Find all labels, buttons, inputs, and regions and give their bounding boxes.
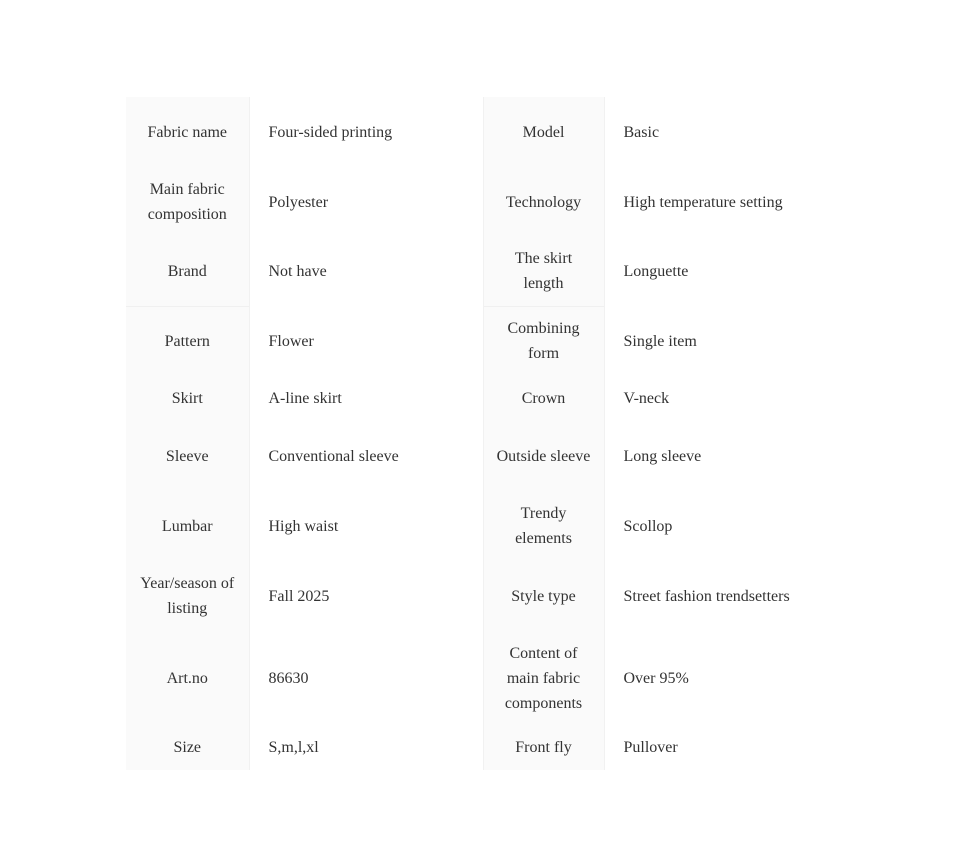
spec-label: Art.no xyxy=(126,631,250,725)
spec-value: V-neck xyxy=(623,390,670,407)
spec-label: Skirt xyxy=(126,376,250,421)
spec-label: Trendy elements xyxy=(482,491,605,561)
spec-label: Size xyxy=(126,725,250,770)
spec-value: Single item xyxy=(623,332,697,350)
spec-row: Pattern Flower Combining form Single item xyxy=(126,305,840,376)
spec-value: Scollop xyxy=(623,517,673,535)
spec-value: A-line skirt xyxy=(268,390,342,407)
spec-label: Pattern xyxy=(126,305,250,376)
spec-row: Main fabric composition Polyester Technolo… xyxy=(126,167,840,237)
spec-value: Polyester xyxy=(268,193,329,211)
spec-label: Sleeve xyxy=(126,421,250,491)
spec-value: Not have xyxy=(268,263,327,280)
spec-value: High waist xyxy=(268,517,339,535)
spec-value: Pullover xyxy=(623,739,678,756)
spec-label: Crown xyxy=(482,376,605,421)
spec-value: Long sleeve xyxy=(623,447,702,465)
spec-value: High temperature setting xyxy=(623,193,783,211)
spec-label: Technology xyxy=(482,167,605,237)
spec-value: Street fashion trendsetters xyxy=(623,587,790,605)
spec-value: Basic xyxy=(623,123,660,141)
spec-label: Style type xyxy=(482,561,605,631)
spec-row: Lumbar High waist Trendy elements Scollop xyxy=(126,491,840,561)
spec-label: Year/season of listing xyxy=(126,561,250,631)
spec-label: Front fly xyxy=(482,725,605,770)
spec-value: Flower xyxy=(268,332,314,350)
spec-row: Sleeve Conventional sleeve Outside sleeve L… xyxy=(126,421,840,491)
spec-label: Lumbar xyxy=(126,491,250,561)
spec-value: S,m,l,xl xyxy=(268,739,319,756)
spec-label: Model xyxy=(482,97,605,167)
spec-value: Longuette xyxy=(623,263,689,280)
product-spec-table: Fabric name Four-sided printing Model Basic… xyxy=(126,97,840,770)
spec-row: Fabric name Four-sided printing Model Basic xyxy=(126,97,840,167)
spec-label: Outside sleeve xyxy=(482,421,605,491)
spec-row: Size S,m,l,xl Front fly Pullover xyxy=(126,725,840,770)
spec-row: Skirt A-line skirt Crown V-neck xyxy=(126,376,840,421)
spec-value: Fall 2025 xyxy=(268,587,330,605)
spec-label: Brand xyxy=(126,237,250,306)
spec-label: Main fabric composition xyxy=(126,167,250,237)
spec-label: The skirt length xyxy=(482,237,605,306)
spec-value: 86630 xyxy=(268,669,309,687)
spec-label: Content of main fabric components xyxy=(482,631,605,725)
spec-row: Art.no 86630 Content of main fabric compon… xyxy=(126,631,840,725)
spec-label: Combining form xyxy=(482,305,605,376)
spec-row: Brand Not have The skirt length Longuette xyxy=(126,237,840,306)
spec-row: Year/season of listing Fall 2025 Style typ… xyxy=(126,561,840,631)
spec-value: Four-sided printing xyxy=(268,123,393,141)
spec-value: Over 95% xyxy=(623,669,689,687)
spec-value: Conventional sleeve xyxy=(268,447,399,465)
spec-label: Fabric name xyxy=(126,97,250,167)
